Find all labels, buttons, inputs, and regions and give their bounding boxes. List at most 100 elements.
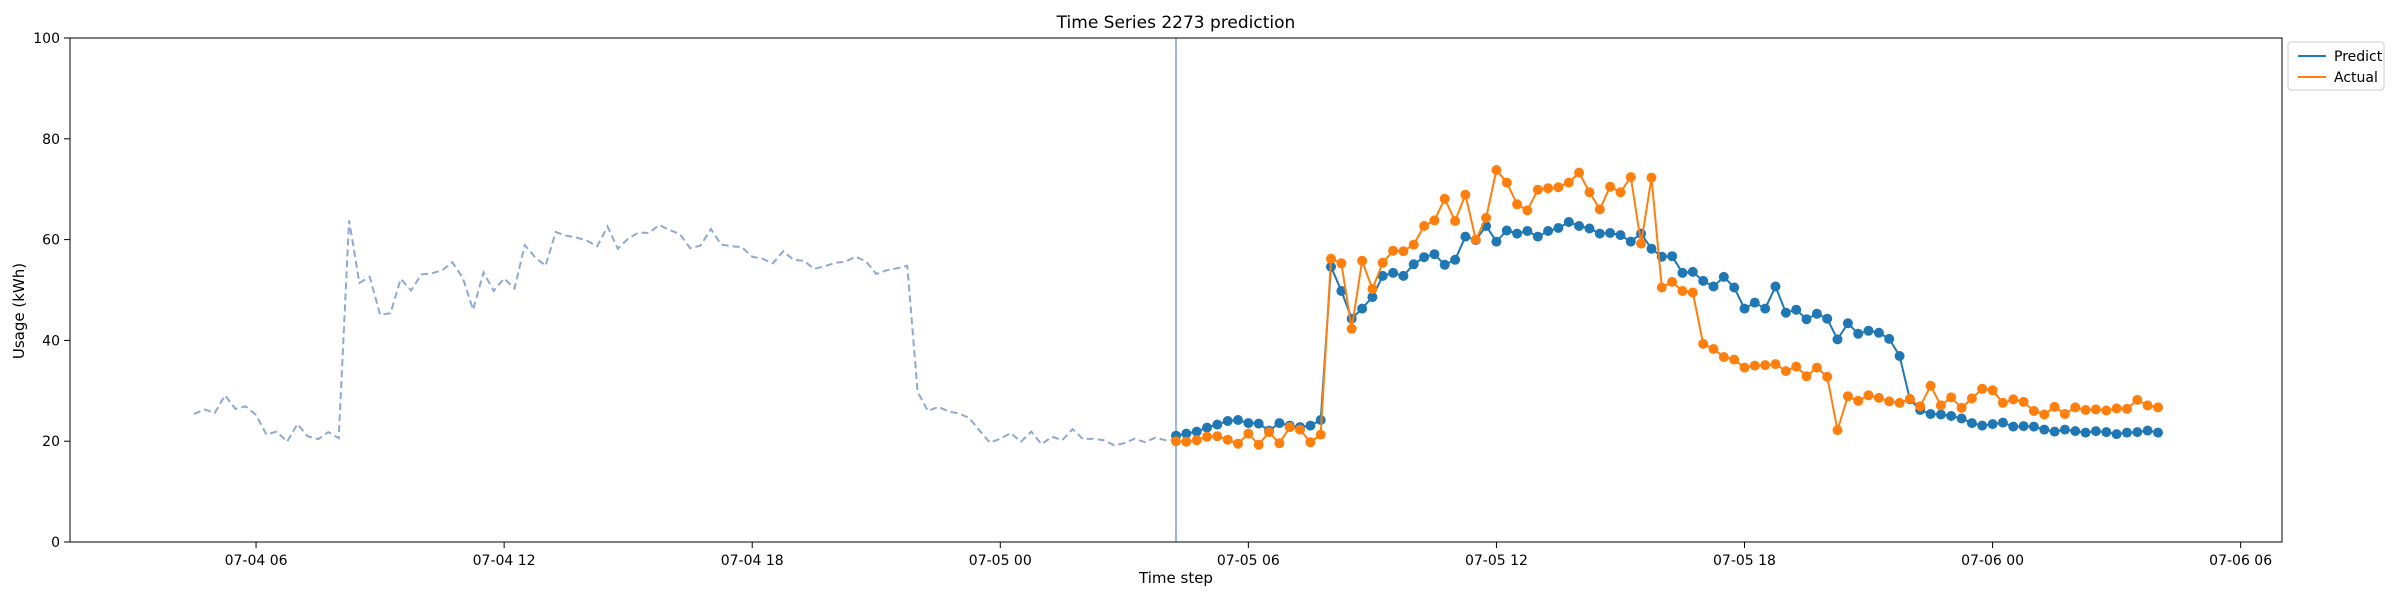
- predict-data-point: [1853, 328, 1864, 339]
- predict-data-point: [1191, 426, 1202, 437]
- predict-data-point: [1935, 409, 1946, 420]
- actual-data-point: [1388, 245, 1399, 256]
- actual-data-point: [1863, 390, 1874, 401]
- x-tick-label: 07-04 06: [225, 553, 288, 569]
- actual-data-point: [1894, 397, 1905, 408]
- actual-data-point: [1264, 427, 1274, 438]
- actual-data-point: [1884, 396, 1895, 407]
- predict-data-point: [1667, 251, 1678, 262]
- x-tick-label: 07-05 00: [969, 553, 1032, 569]
- actual-data-point: [1780, 366, 1791, 377]
- actual-data-point: [1708, 344, 1719, 354]
- actual-data-point: [1212, 431, 1223, 442]
- predict-data-point: [1625, 236, 1636, 247]
- predict-data-point: [2018, 421, 2029, 432]
- predict-data-point: [1408, 259, 1419, 270]
- actual-data-point: [1915, 401, 1926, 412]
- actual-data-point: [1491, 165, 1502, 175]
- actual-data-point: [1925, 380, 1936, 391]
- actual-data-point: [1512, 199, 1523, 210]
- actual-data-point: [1191, 435, 1202, 446]
- actual-data-point: [1997, 397, 2008, 408]
- predict-data-point: [1987, 419, 1998, 430]
- predict-data-point: [1615, 230, 1626, 241]
- actual-data-point: [1853, 395, 1864, 406]
- x-tick-label: 07-04 12: [473, 553, 536, 569]
- x-tick-label: 07-05 12: [1465, 553, 1528, 569]
- y-axis-label: Usage (kWh): [10, 263, 28, 359]
- predict-data-point: [1811, 308, 1822, 319]
- actual-data-point: [1832, 425, 1843, 436]
- plot-area: [193, 38, 2163, 542]
- actual-data-point: [1450, 216, 1461, 226]
- predict-data-point: [1450, 254, 1461, 265]
- actual-data-point: [1935, 400, 1946, 411]
- predict-data-point: [1429, 249, 1440, 260]
- actual-data-point: [1171, 436, 1181, 447]
- actual-data-point: [1749, 360, 1760, 371]
- predict-data-point: [1522, 226, 1533, 236]
- predict-data-point: [1770, 281, 1781, 292]
- predict-data-point: [1997, 417, 2008, 428]
- actual-data-point: [2090, 404, 2101, 415]
- actual-data-point: [1563, 177, 1574, 188]
- actual-data-point: [1295, 424, 1305, 435]
- actual-data-point: [1470, 234, 1481, 245]
- actual-data-point: [2142, 400, 2153, 411]
- predict-data-point: [1729, 282, 1740, 293]
- predict-data-point: [1460, 231, 1471, 242]
- predict-data-point: [1233, 415, 1243, 425]
- legend-label-actual: Actual: [2334, 70, 2378, 86]
- actual-data-point: [1656, 282, 1667, 293]
- x-tick-label: 07-05 18: [1713, 553, 1776, 569]
- actual-data-point: [1987, 385, 1998, 396]
- predict-data-point: [1563, 217, 1574, 227]
- predict-data-point: [1336, 286, 1347, 296]
- actual-data-point: [1460, 189, 1471, 200]
- predict-data-point: [1584, 223, 1595, 234]
- actual-data-point: [1615, 187, 1626, 198]
- legend: Predict Actual: [2287, 41, 2385, 91]
- actual-data-point: [2059, 409, 2070, 419]
- actual-data-point: [2070, 402, 2081, 413]
- actual-data-point: [1553, 182, 1564, 193]
- predict-data-point: [1212, 419, 1223, 430]
- actual-data-point: [1956, 402, 1967, 413]
- predict-data-point: [1377, 270, 1388, 281]
- actual-data-point: [1222, 434, 1233, 445]
- predict-data-point: [1181, 428, 1192, 439]
- predict-data-point: [1439, 259, 1450, 270]
- actual-data-point: [1274, 438, 1285, 449]
- actual-data-point: [1233, 438, 1243, 449]
- actual-data-point: [2049, 401, 2060, 412]
- predict-data-point: [1357, 303, 1368, 314]
- actual-data-point: [1687, 287, 1698, 298]
- actual-data-point: [1811, 362, 1822, 373]
- predict-data-point: [1222, 416, 1233, 426]
- x-tick-label: 07-06 06: [2209, 553, 2272, 569]
- predict-data-point: [1946, 411, 1957, 421]
- predict-data-point: [2142, 425, 2153, 436]
- actual-data-point: [2101, 405, 2112, 416]
- actual-data-point: [2080, 405, 2091, 415]
- predict-data-point: [1202, 422, 1212, 433]
- predict-data-point: [1543, 226, 1554, 236]
- predict-data-point: [1925, 409, 1936, 419]
- actual-data-point: [1202, 431, 1212, 442]
- predict-data-point: [1274, 418, 1285, 429]
- actual-data-point: [1636, 238, 1647, 249]
- predict-data-point: [2080, 427, 2091, 438]
- predict-data-point: [2101, 427, 2112, 438]
- actual-data-point: [1584, 187, 1595, 198]
- actual-data-point: [1605, 181, 1616, 192]
- predict-data-point: [1966, 418, 1977, 429]
- predict-data-point: [1739, 303, 1750, 314]
- predict-data-point: [1708, 281, 1719, 292]
- actual-data-point: [1667, 276, 1678, 287]
- actual-data-point: [1481, 212, 1492, 223]
- history-line: [193, 220, 1177, 447]
- predict-data-point: [1842, 318, 1853, 329]
- actual-data-point: [1419, 221, 1430, 231]
